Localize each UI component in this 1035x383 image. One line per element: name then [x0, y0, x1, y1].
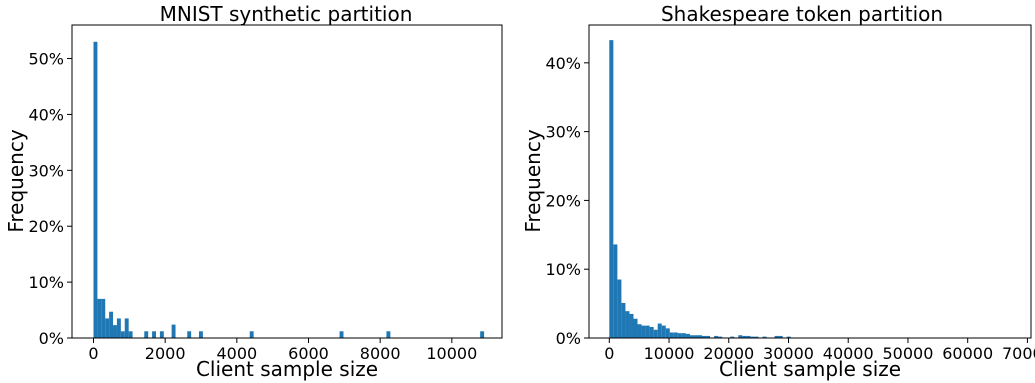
histogram-bar	[653, 329, 658, 338]
y-axis-label: Frequency	[4, 129, 28, 232]
histogram-bar	[661, 325, 666, 338]
bar-group	[609, 40, 791, 338]
x-tick-label: 0	[604, 344, 614, 363]
histogram-bar	[171, 324, 176, 338]
histogram-panel-mnist: MNIST synthetic partition 0 2000 4000 6000 8…	[4, 2, 503, 381]
y-tick-label: 40%	[28, 105, 64, 124]
y-tick-label: 30%	[545, 123, 581, 142]
histogram-bar	[673, 332, 678, 338]
x-tick-label: 50000	[883, 344, 934, 363]
histogram-bar	[339, 331, 344, 338]
histogram-bar	[746, 335, 751, 338]
y-axis-ticks: 0% 10% 20% 30% 40% 50%	[28, 50, 72, 348]
x-tick-label: 6000	[288, 344, 329, 363]
y-tick-label: 50%	[28, 50, 64, 69]
histogram-bar	[669, 332, 674, 338]
x-tick-label: 4000	[216, 344, 257, 363]
histogram-bar	[706, 335, 711, 338]
histogram-bar	[116, 318, 121, 338]
x-tick-label: 20000	[703, 344, 754, 363]
histogram-bar	[629, 313, 634, 338]
histogram-bar	[645, 325, 650, 338]
histogram-bar	[754, 336, 759, 338]
y-axis-label: Frequency	[521, 129, 545, 232]
x-tick-label: 30000	[763, 344, 814, 363]
histogram-bar	[681, 333, 686, 338]
histogram-bar	[689, 335, 694, 338]
histogram-bar	[637, 324, 642, 338]
histogram-bar	[120, 331, 125, 338]
plot-frame	[588, 24, 1032, 339]
histogram-bar	[786, 336, 791, 338]
histogram-bar	[124, 318, 129, 338]
histogram-bar	[617, 279, 622, 338]
histogram-bar	[609, 40, 614, 338]
histogram-bar	[730, 336, 735, 338]
histogram-bar	[762, 336, 767, 338]
histogram-bar	[152, 331, 156, 338]
histogram-bar	[641, 325, 646, 338]
histogram-bar	[97, 298, 102, 339]
histogram-bar	[657, 323, 662, 338]
histogram-bar	[159, 331, 164, 338]
histogram-bar	[198, 331, 203, 338]
histogram-bar	[144, 331, 149, 338]
histogram-bar	[742, 335, 747, 338]
histogram-bar	[187, 331, 192, 338]
histogram-bar	[93, 41, 98, 339]
chart-title: Shakespeare token partition	[661, 2, 943, 26]
histogram-bar	[480, 331, 485, 338]
y-tick-label: 20%	[545, 191, 581, 210]
histogram-bar	[113, 325, 117, 338]
bar-group	[93, 41, 485, 339]
histogram-bar	[750, 336, 755, 338]
histogram-bar	[613, 244, 618, 338]
x-axis-ticks: 0 10000 20000 30000 40000 50000 60000 70000	[604, 338, 1035, 363]
x-tick-label: 40000	[823, 344, 874, 363]
x-tick-label: 8000	[360, 344, 401, 363]
y-tick-label: 0%	[39, 329, 64, 348]
histogram-bar	[714, 335, 719, 338]
histogram-bar	[774, 335, 779, 338]
x-axis-ticks: 0 2000 4000 6000 8000 10000	[88, 338, 477, 363]
y-tick-label: 10%	[28, 273, 64, 292]
histogram-bar	[778, 335, 783, 338]
histogram-bar	[625, 311, 630, 338]
x-tick-label: 10000	[644, 344, 695, 363]
histogram-bar	[677, 333, 682, 338]
y-tick-label: 20%	[28, 217, 64, 236]
histogram-bar	[698, 335, 703, 338]
histogram-bar	[109, 311, 114, 338]
histogram-bar	[738, 335, 743, 338]
x-tick-label: 10000	[426, 344, 477, 363]
histogram-bar	[249, 331, 254, 338]
x-tick-label: 60000	[942, 344, 993, 363]
plot-frame	[71, 24, 503, 339]
histogram-bar	[633, 318, 638, 338]
y-axis-ticks: 0% 10% 20% 30% 40%	[545, 54, 589, 348]
histogram-bar	[693, 335, 699, 338]
histogram-panel-shakespeare: Shakespeare token partition 0 10000 20000 3…	[521, 2, 1035, 381]
histogram-bar	[128, 331, 133, 338]
y-tick-label: 30%	[28, 161, 64, 180]
histogram-bar	[105, 318, 110, 338]
histogram-bar	[685, 333, 690, 338]
histogram-bar	[702, 335, 707, 338]
y-tick-label: 40%	[545, 54, 581, 73]
histogram-bar	[386, 331, 391, 338]
histogram-bar	[718, 336, 723, 338]
x-axis-label: Client sample size	[196, 357, 378, 381]
x-axis-label: Client sample size	[719, 357, 901, 381]
histogram-bar	[621, 302, 626, 338]
histogram-bar	[665, 328, 670, 338]
y-tick-label: 0%	[556, 329, 581, 348]
histogram-bar	[649, 326, 654, 338]
x-tick-label: 70000	[1002, 344, 1035, 363]
y-tick-label: 10%	[545, 260, 581, 279]
histogram-bar	[101, 298, 106, 339]
x-tick-label: 0	[88, 344, 98, 363]
x-tick-label: 2000	[145, 344, 186, 363]
chart-title: MNIST synthetic partition	[160, 2, 413, 26]
